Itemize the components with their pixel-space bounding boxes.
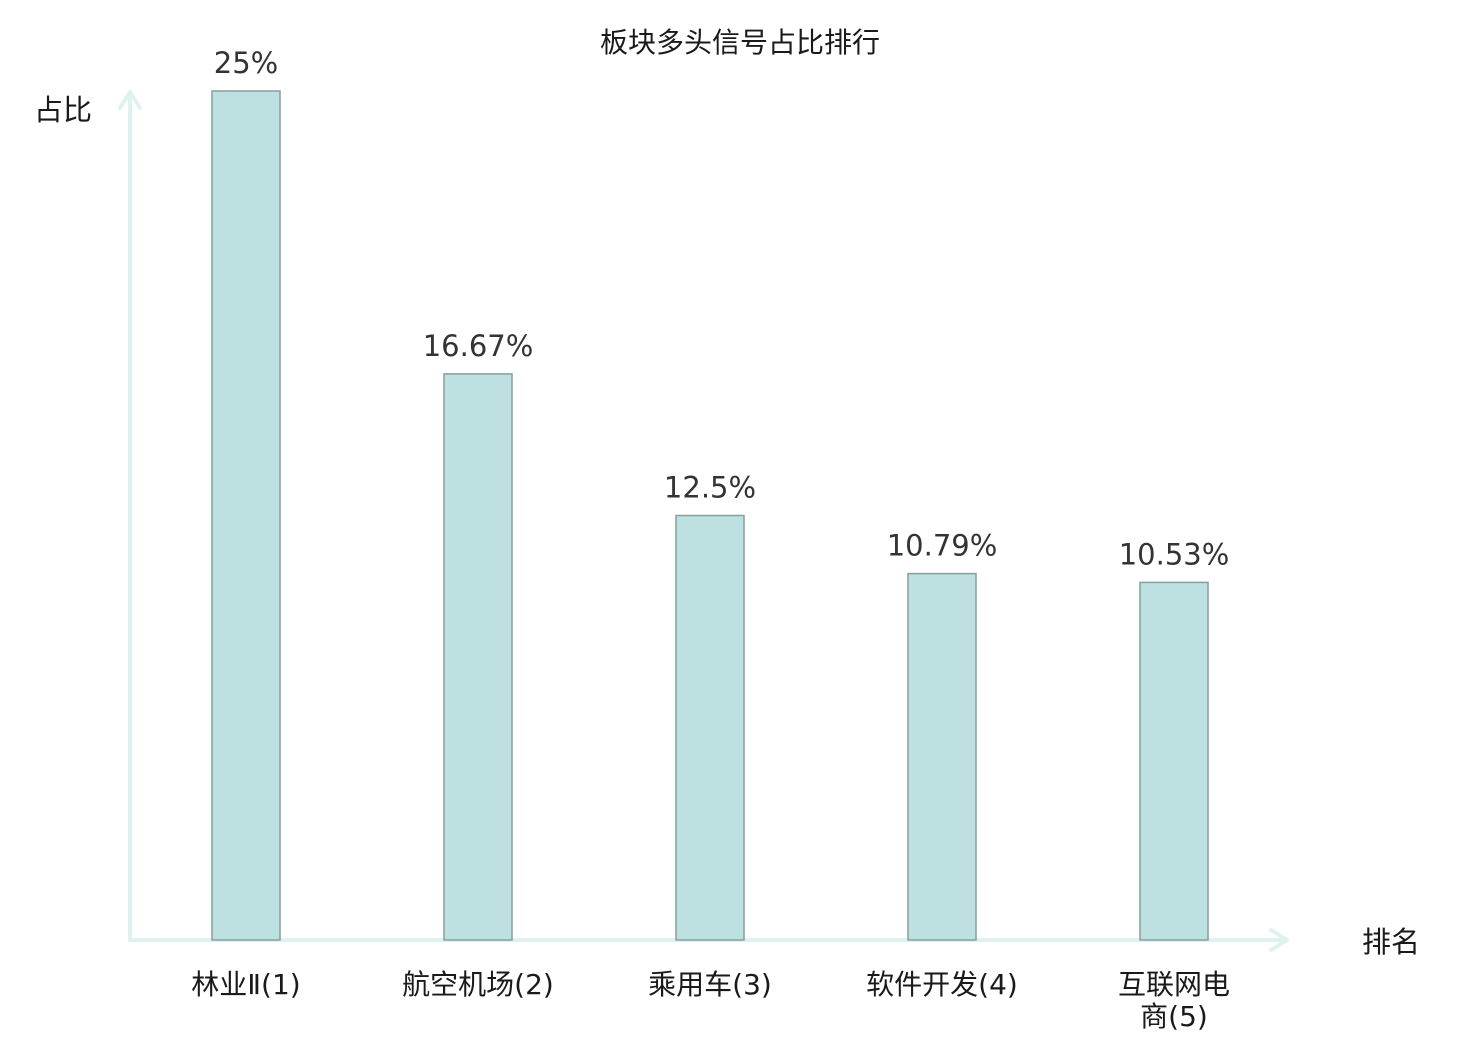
category-label-line: 林业Ⅱ(1) — [191, 968, 300, 1001]
category-label-line: 互联网电 — [1118, 968, 1230, 1001]
bar-1 — [211, 90, 281, 941]
x-axis-arrow — [1269, 928, 1289, 952]
bar-3 — [675, 514, 745, 941]
category-label-5: 互联网电商(5) — [1118, 968, 1230, 1033]
category-label-3: 乘用车(3) — [648, 968, 772, 1001]
category-label-2: 航空机场(2) — [402, 968, 554, 1001]
value-label-5: 10.53% — [1119, 537, 1230, 571]
category-label-line: 航空机场(2) — [402, 968, 554, 1001]
category-label-line: 软件开发(4) — [866, 968, 1018, 1001]
bar-5 — [1139, 581, 1209, 941]
value-label-4: 10.79% — [887, 529, 998, 563]
value-label-1: 25% — [214, 46, 278, 80]
category-label-line: 商(5) — [1140, 1000, 1208, 1033]
value-label-2: 16.67% — [423, 329, 534, 363]
chart-title: 板块多头信号占比排行 — [600, 26, 880, 59]
bars-group: 25% 林业Ⅱ(1) 16.67% 航空机场(2) 12.5% 乘用车(3) 10.79% 软… — [191, 46, 1230, 1033]
category-label-1: 林业Ⅱ(1) — [191, 968, 300, 1001]
category-label-line: 乘用车(3) — [648, 968, 772, 1001]
x-axis-label: 排名 — [1362, 925, 1420, 959]
bar-2 — [443, 373, 513, 941]
y-axis-arrow — [118, 90, 142, 110]
bar-4 — [907, 572, 977, 941]
value-label-3: 12.5% — [664, 471, 756, 505]
category-label-4: 软件开发(4) — [866, 968, 1018, 1001]
y-axis-label: 占比 — [34, 93, 92, 127]
